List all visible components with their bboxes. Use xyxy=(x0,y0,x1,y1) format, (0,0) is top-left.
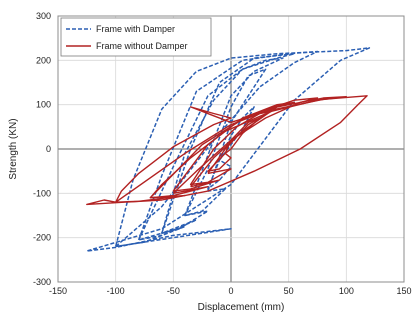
legend-label-frame-with-damper: Frame with Damper xyxy=(96,24,175,34)
hysteresis-loop xyxy=(86,47,371,252)
hysteresis-loop xyxy=(161,57,284,234)
tick-labels: -150 -100 -50 0 50 100 150 300 200 100 0 -100 -200 -3… xyxy=(33,11,412,296)
legend-label-frame-without-damper: Frame without Damper xyxy=(96,41,188,51)
plot-area-border xyxy=(57,15,405,283)
x-tick-label: -150 xyxy=(49,286,67,296)
hysteresis-loop xyxy=(114,50,319,248)
y-tick-label: 100 xyxy=(36,100,51,110)
x-tick-label: 0 xyxy=(228,286,233,296)
x-tick-label: -100 xyxy=(107,286,125,296)
x-tick-label: 150 xyxy=(396,286,411,296)
x-tick-label: 50 xyxy=(284,286,294,296)
y-tick-label: -200 xyxy=(33,233,51,243)
hysteresis-loop xyxy=(184,68,267,217)
y-tick-label: -100 xyxy=(33,188,51,198)
series-layer xyxy=(86,47,371,252)
legend: Frame with Damper Frame without Damper xyxy=(60,17,212,57)
y-axis-title: Strength (KN) xyxy=(8,118,19,179)
x-axis-title: Displacement (mm) xyxy=(198,302,285,313)
hysteresis-loop xyxy=(86,95,368,206)
y-tick-label: 300 xyxy=(36,11,51,21)
y-tick-label: -300 xyxy=(33,277,51,287)
y-tick-label: 0 xyxy=(46,144,51,154)
x-tick-label: -50 xyxy=(167,286,180,296)
legend-box xyxy=(60,17,212,57)
x-tick-label: 100 xyxy=(339,286,354,296)
hysteresis-loop xyxy=(149,97,319,199)
y-tick-label: 200 xyxy=(36,55,51,65)
series-frame-without-damper xyxy=(86,95,368,206)
